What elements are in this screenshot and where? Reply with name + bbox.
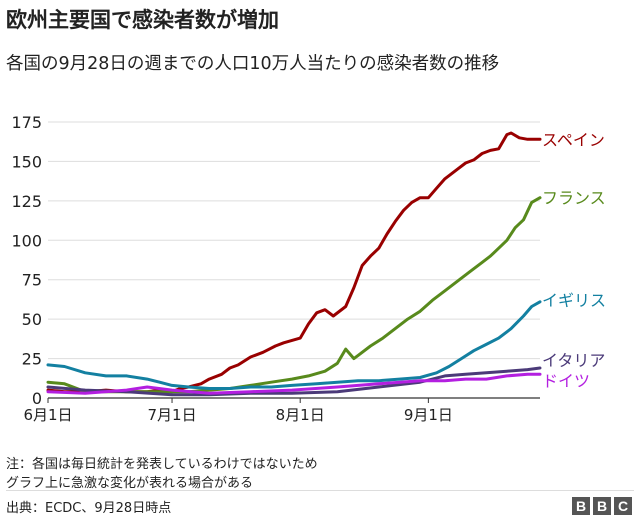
x-tick-label: 6月1日 [23,406,72,424]
series-line [46,196,542,394]
chart-subtitle: 各国の9月28日の週までの人口10万人当たりの感染者数の推移 [6,54,500,74]
series-label: イギリス [542,291,606,310]
source-credit: 出典：ECDC、9月28日時点 [6,501,172,516]
y-tick-label: 0 [32,389,42,408]
chart-note-line-2: グラフ上に急激な変化が表れる場合がある [6,476,254,491]
series-label: フランス [542,189,606,208]
y-tick-label: 75 [22,271,42,290]
series-label: ドイツ [542,372,590,391]
series-line [46,372,542,395]
series-line [46,366,542,397]
chart-title: 欧州主要国で感染者数が増加 [6,8,279,32]
series-label: イタリア [542,351,605,370]
x-tick-label: 8月1日 [276,406,325,424]
x-tick-label: 7月1日 [147,406,196,424]
y-tick-label: 50 [22,310,42,329]
bbc-logo-block: B [593,497,611,515]
bbc-logo: B B C [572,497,632,515]
y-tick-label: 125 [11,192,42,211]
chart-note-line-1: 注：各国は毎日統計を発表しているわけではないため [6,457,318,472]
bbc-logo-block: C [614,497,632,515]
y-tick-label: 175 [11,113,42,132]
bbc-logo-block: B [572,497,590,515]
footer-divider [6,490,634,491]
series-line [46,300,542,390]
line-chart: 0 25 50 75 100 125 150 175 6月1日 7月1日 8月1日 9月1日 スペインフ… [11,113,606,424]
y-tick-label: 100 [11,231,42,250]
series-line [46,131,542,394]
x-tick-label: 9月1日 [404,406,453,424]
y-tick-label: 25 [22,350,42,369]
series-label: スペイン [542,130,605,149]
y-tick-label: 150 [11,152,42,171]
